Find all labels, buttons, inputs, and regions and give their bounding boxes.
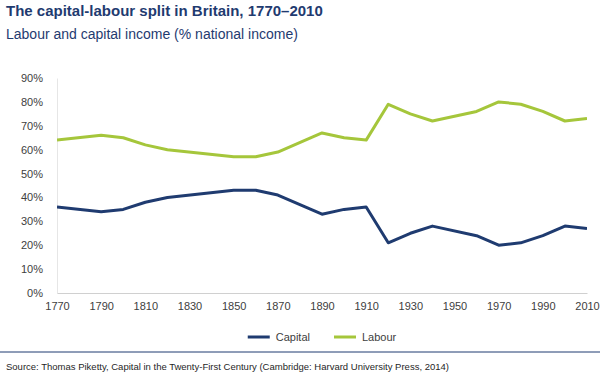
x-tick-label: 1870	[266, 300, 290, 312]
plot-area	[57, 102, 587, 245]
x-tick-label: 2010	[575, 300, 599, 312]
chart: The capital-labour split in Britain, 177…	[0, 0, 600, 386]
x-tick: 1830	[178, 293, 202, 312]
x-tick: 1890	[310, 293, 334, 312]
x-axis-line	[58, 293, 588, 294]
legend-swatch	[248, 336, 270, 339]
legend-swatch	[334, 336, 356, 339]
x-tick: 1850	[222, 293, 246, 312]
y-axis-line	[57, 79, 58, 294]
legend-label: Capital	[276, 331, 310, 343]
y-tick-label: 90%	[21, 72, 43, 84]
x-tick-label: 1930	[399, 300, 423, 312]
y-tick: 0%	[27, 287, 57, 299]
x-tick: 1990	[531, 293, 555, 312]
legend-item: Labour	[334, 331, 397, 343]
y-tick: 50%	[21, 168, 57, 180]
y-tick: 70%	[21, 120, 57, 132]
y-tick-label: 60%	[21, 144, 43, 156]
y-tick-label: 80%	[21, 96, 43, 108]
y-tick: 30%	[21, 215, 57, 227]
source: Source: Thomas Piketty, Capital in the T…	[6, 361, 449, 372]
x-tick-label: 1990	[531, 300, 555, 312]
y-tick-label: 10%	[21, 263, 43, 275]
subtitle: Labour and capital income (% national in…	[6, 26, 298, 42]
x-tick-label: 1970	[487, 300, 511, 312]
x-tick: 2010	[575, 293, 599, 312]
x-tick: 1970	[487, 293, 511, 312]
y-tick: 10%	[21, 263, 57, 275]
y-tick-label: 50%	[21, 168, 43, 180]
x-tick: 1950	[443, 293, 467, 312]
separator	[0, 352, 600, 353]
x-tick: 1930	[399, 293, 423, 312]
y-tick-label: 0%	[27, 287, 43, 299]
y-tick-label: 30%	[21, 215, 43, 227]
y-tick: 20%	[21, 239, 57, 251]
x-tick-label: 1910	[354, 300, 378, 312]
x-tick-label: 1790	[89, 300, 113, 312]
x-tick: 1770	[45, 293, 69, 312]
y-tick: 40%	[21, 191, 57, 203]
y-tick-label: 40%	[21, 191, 43, 203]
x-tick-label: 1810	[134, 300, 158, 312]
y-axis: 0% 10% 20% 30% 40% 50% 60% 70% 80% 90%	[21, 72, 58, 299]
x-tick-label: 1770	[45, 300, 69, 312]
title: The capital-labour split in Britain, 177…	[6, 2, 323, 19]
legend: Capital Labour	[248, 331, 397, 343]
y-tick: 90%	[21, 72, 57, 84]
series-line	[57, 102, 587, 157]
x-tick-label: 1890	[310, 300, 334, 312]
y-tick: 80%	[21, 96, 57, 108]
y-tick: 60%	[21, 144, 57, 156]
x-tick: 1910	[354, 293, 378, 312]
legend-label: Labour	[362, 331, 397, 343]
y-tick-label: 20%	[21, 239, 43, 251]
y-tick-label: 70%	[21, 120, 43, 132]
x-tick: 1870	[266, 293, 290, 312]
series-line	[57, 190, 587, 245]
x-tick: 1790	[89, 293, 113, 312]
x-tick-label: 1850	[222, 300, 246, 312]
x-axis: 1770 1790 1810 1830 1850 1870 1890 1910 1930 1950…	[45, 293, 599, 312]
x-tick-label: 1950	[443, 300, 467, 312]
x-tick-label: 1830	[178, 300, 202, 312]
x-tick: 1810	[134, 293, 158, 312]
legend-item: Capital	[248, 331, 310, 343]
